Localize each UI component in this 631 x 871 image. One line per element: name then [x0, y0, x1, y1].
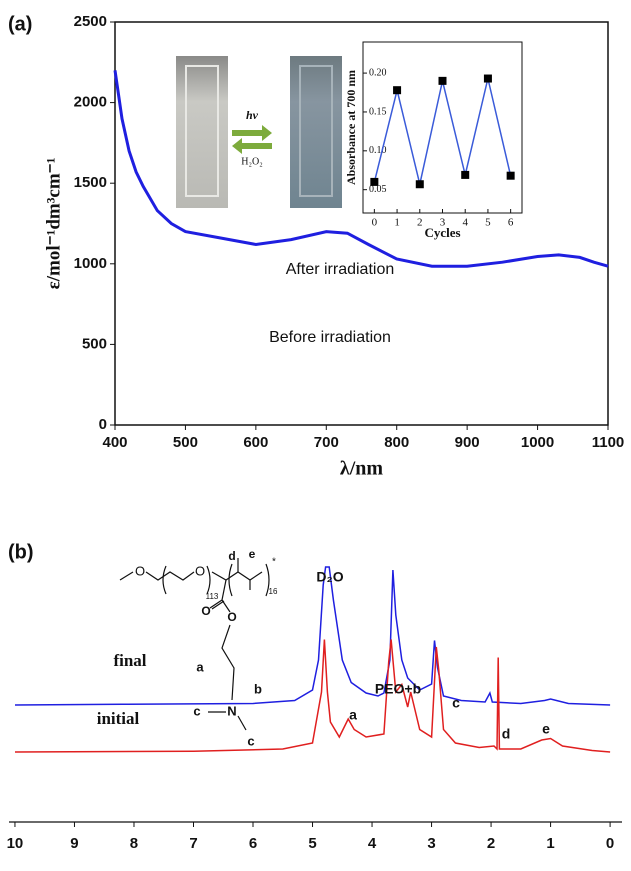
- photo-cuvette-inner: [185, 65, 219, 197]
- annotation: PEO+b: [375, 681, 421, 697]
- x-tick-label: 5: [308, 835, 316, 852]
- photo-label: hν: [246, 108, 259, 122]
- structure-label: 113: [206, 592, 219, 601]
- photo-cuvette-inner: [299, 65, 333, 197]
- structure-label: c: [193, 703, 200, 718]
- x-tick-label: 4: [368, 835, 377, 852]
- x-tick-label: 1000: [521, 434, 554, 451]
- nmr-trace: [14, 639, 611, 753]
- photo-label: H₂O₂: [241, 156, 262, 167]
- spectrum-line: [113, 70, 609, 268]
- x-tick-label: 0: [372, 217, 378, 229]
- y-tick-label: 1500: [74, 174, 107, 191]
- x-tick-label: 600: [243, 434, 268, 451]
- annotation: Before irradiation: [269, 329, 391, 346]
- x-tick-label: 6: [508, 217, 514, 229]
- structure-label: O: [135, 563, 145, 578]
- y-tick-label: 2500: [74, 13, 107, 30]
- x-tick-label: 0: [606, 835, 614, 852]
- y-tick-label: 0: [99, 416, 107, 433]
- x-tick-label: 900: [455, 434, 480, 451]
- x-tick-label: 2: [487, 835, 495, 852]
- structure-label: c: [247, 733, 254, 748]
- y-tick-label: 2000: [74, 94, 107, 111]
- x-tick-label: 6: [249, 835, 257, 852]
- cycle-marker: [506, 171, 515, 180]
- structure-label: O: [195, 563, 205, 578]
- cycle-marker: [415, 180, 424, 189]
- series-label: final: [113, 651, 146, 670]
- x-tick-label: 1: [546, 835, 554, 852]
- y-tick-label: 500: [82, 335, 107, 352]
- arrow-forward: [232, 125, 272, 141]
- cycle-marker: [393, 86, 402, 95]
- annotation: After irradiation: [286, 261, 395, 278]
- x-tick-label: 800: [384, 434, 409, 451]
- arrow-reverse: [232, 138, 272, 154]
- structure-label: d: [228, 549, 235, 563]
- annotation: d: [502, 726, 511, 742]
- structure-label: O: [201, 604, 210, 618]
- x-tick-label: 10: [7, 835, 24, 852]
- structure-label: N: [227, 703, 236, 718]
- series-label: initial: [97, 709, 140, 728]
- photo-cuvette: [176, 56, 228, 208]
- annotation: e: [542, 721, 550, 737]
- annotation: D₂O: [316, 569, 343, 585]
- x-axis-label: Cycles: [424, 225, 460, 240]
- x-tick-label: 1100: [592, 434, 625, 451]
- plot-frame: [114, 21, 609, 426]
- x-tick-label: 3: [440, 217, 446, 229]
- inset-frame: [362, 41, 523, 214]
- structure-label: e: [249, 547, 256, 561]
- y-tick-label: 0.15: [369, 106, 387, 117]
- x-tick-label: 5: [485, 217, 491, 229]
- nmr-trace: [14, 566, 611, 706]
- x-tick-label: 1: [394, 217, 400, 229]
- x-tick-label: 3: [427, 835, 435, 852]
- x-tick-label: 400: [102, 434, 127, 451]
- panel-label: (a): [8, 13, 32, 35]
- x-axis-label: λ/nm: [340, 458, 384, 480]
- y-tick-label: 0.20: [369, 67, 387, 78]
- x-tick-label: 700: [314, 434, 339, 451]
- structure-label: O: [227, 610, 236, 624]
- y-tick-label: 1000: [74, 255, 107, 272]
- y-axis-label: Absorbance at 700 nm: [344, 70, 358, 185]
- x-tick-label: 8: [130, 835, 138, 852]
- structure-label: *: [272, 557, 276, 568]
- panel-label: (b): [8, 541, 34, 563]
- structure-label: b: [254, 681, 262, 696]
- x-tick-label: 7: [189, 835, 197, 852]
- photo-cuvette: [290, 56, 342, 208]
- x-tick-label: 2: [417, 217, 423, 229]
- cycle-marker: [483, 74, 492, 83]
- y-tick-label: 0.10: [369, 145, 387, 156]
- y-tick-label: 0.05: [369, 184, 387, 195]
- cycle-marker: [461, 170, 470, 179]
- x-tick-label: 4: [462, 217, 468, 229]
- cycle-marker: [370, 177, 379, 186]
- y-axis-label: ε/mol⁻¹dm³cm⁻¹: [43, 158, 64, 290]
- cycle-marker: [438, 76, 447, 85]
- structure-label: a: [196, 659, 204, 674]
- annotation: c: [452, 695, 460, 711]
- annotation: a: [349, 707, 357, 723]
- x-tick-label: 500: [173, 434, 198, 451]
- structure-bonds: [119, 558, 270, 731]
- structure-label: 16: [269, 587, 278, 596]
- x-tick-label: 9: [70, 835, 78, 852]
